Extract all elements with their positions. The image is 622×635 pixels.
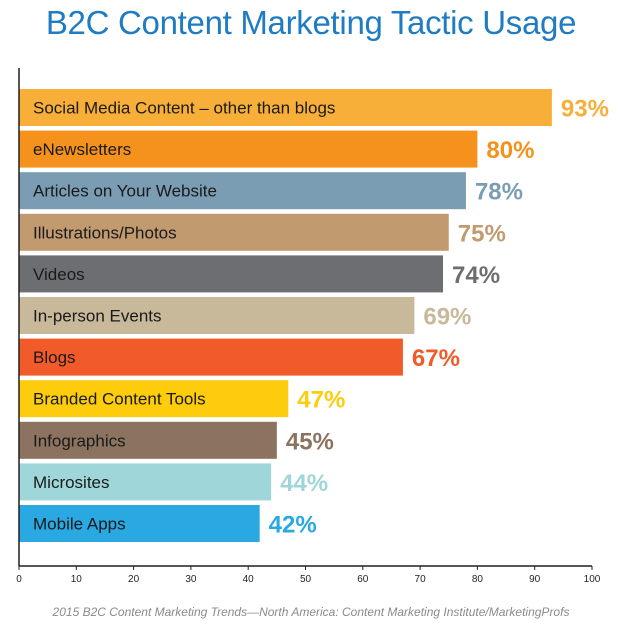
bar-value-label: 74% <box>452 262 500 289</box>
x-tick-label: 80 <box>472 574 484 585</box>
bar-category-label: Infographics <box>33 431 126 450</box>
bar <box>19 463 272 501</box>
bar <box>19 297 415 334</box>
bar <box>19 505 260 542</box>
bar <box>19 255 444 293</box>
bar-category-label: Illustrations/Photos <box>33 223 177 242</box>
bar-value-label: 75% <box>458 220 506 247</box>
bar <box>19 89 552 126</box>
bar <box>19 421 277 459</box>
bar-category-label: Articles on Your Website <box>33 182 217 201</box>
bar <box>19 380 289 418</box>
bar-category-label: Blogs <box>33 348 76 367</box>
bar-value-label: 69% <box>423 304 471 331</box>
x-tick-label: 50 <box>300 574 312 585</box>
bar <box>19 172 466 210</box>
bar-category-label: Videos <box>33 265 85 284</box>
chart-title: B2C Content Marketing Tactic Usage <box>45 4 577 41</box>
x-tick-label: 90 <box>529 574 541 585</box>
bar-value-label: 44% <box>280 470 328 497</box>
x-tick-label: 70 <box>415 574 427 585</box>
bar-value-label: 47% <box>297 387 345 414</box>
bar <box>19 338 403 376</box>
x-tick-label: 30 <box>185 574 197 585</box>
bar-category-label: Microsites <box>33 473 110 492</box>
bar-value-label: 67% <box>412 345 460 372</box>
bar-value-label: 42% <box>269 512 317 539</box>
bar <box>19 130 478 168</box>
bar-value-label: 78% <box>475 179 523 206</box>
source-note: 2015 B2C Content Marketing Trends—North … <box>52 605 570 619</box>
bar-category-label: In-person Events <box>33 307 162 326</box>
x-tick-label: 0 <box>16 574 22 585</box>
x-tick-label: 100 <box>584 574 601 585</box>
bar-category-label: eNewsletters <box>33 140 131 159</box>
bar-value-label: 93% <box>561 96 609 123</box>
bar-value-label: 80% <box>486 137 534 164</box>
x-tick-label: 40 <box>243 574 255 585</box>
x-tick-label: 10 <box>71 574 83 585</box>
bar <box>19 213 449 251</box>
bar-category-label: Branded Content Tools <box>33 390 206 409</box>
x-tick-label: 60 <box>357 574 369 585</box>
bar-category-label: Mobile Apps <box>33 515 126 534</box>
bar-chart: Social Media Content – other than blogs 9… <box>16 68 609 585</box>
x-tick-label: 20 <box>128 574 140 585</box>
bar-value-label: 45% <box>286 428 334 455</box>
bar-category-label: Social Media Content – other than blogs <box>33 99 335 118</box>
